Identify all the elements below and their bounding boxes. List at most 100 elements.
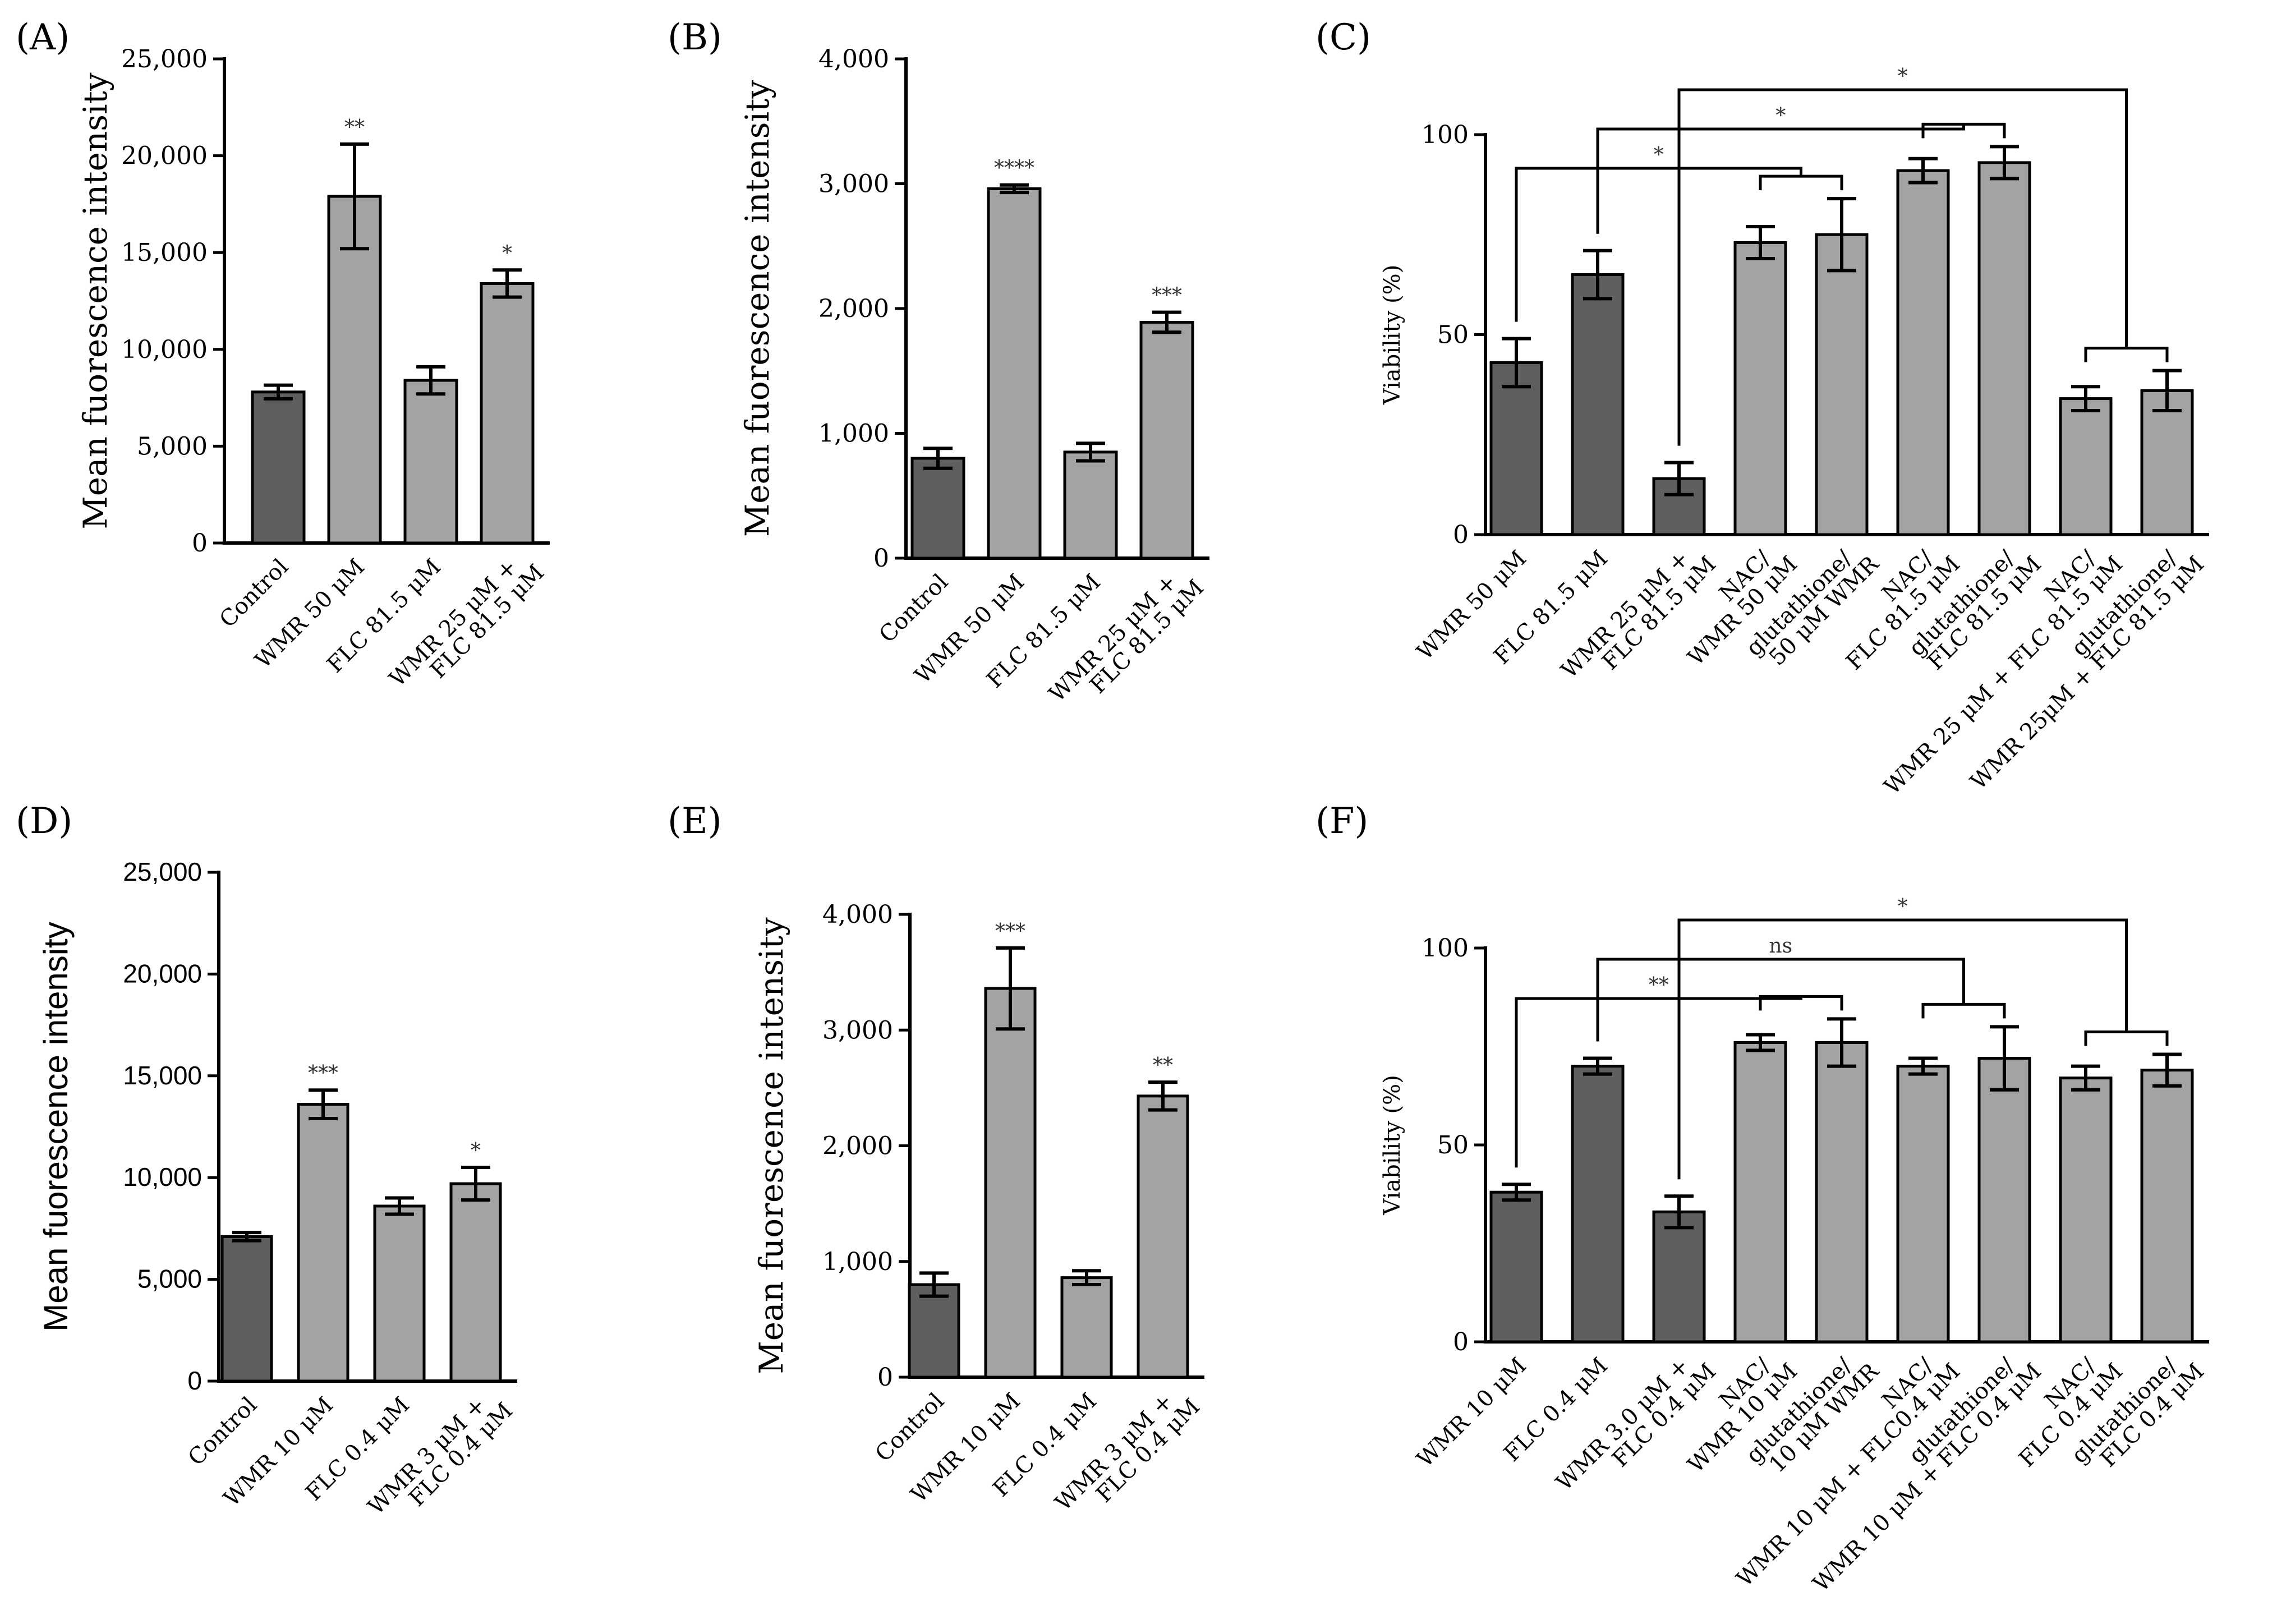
comparison-label: ns [1769, 935, 1792, 958]
comparison-bracket [1677, 88, 2128, 446]
y-tick-label: 5,000 [137, 1264, 202, 1294]
bar [403, 379, 458, 545]
bar [1571, 273, 1625, 536]
error-bar [385, 1196, 414, 1216]
error-bar [264, 383, 293, 401]
significance-label: ** [344, 116, 365, 139]
y-tick-label: 15,000 [123, 1061, 202, 1090]
error-bar [2071, 385, 2100, 412]
error-bar [493, 268, 522, 299]
bar [987, 187, 1042, 560]
y-tick-label: 3,000 [818, 170, 889, 199]
y-tick-label: 25,000 [121, 45, 208, 73]
group-bracket [1759, 174, 1843, 191]
comparison-bracket [1596, 958, 1965, 1042]
comparison-label: * [1898, 65, 1908, 88]
comparison-label: * [1898, 895, 1908, 918]
bar [984, 987, 1037, 1379]
y-axis-label: Mean fuorescence intensity [37, 922, 75, 1331]
bar [1137, 1094, 1189, 1379]
y-tick-label: 15,000 [121, 238, 208, 267]
y-tick-label: 25,000 [123, 857, 202, 886]
comparison-label: * [1775, 104, 1786, 127]
category-label: Control [875, 569, 953, 648]
bar [1489, 361, 1543, 536]
y-axis-label: Viability (%) [1379, 1075, 1405, 1215]
y-axis-label: Mean fuorescence intensity [752, 917, 790, 1374]
error-bar [1583, 1056, 1612, 1076]
comparison-label: * [1654, 144, 1664, 167]
bar [1571, 1065, 1625, 1344]
bar [1896, 169, 1950, 536]
comparison-bracket [1515, 996, 1802, 1168]
comparison-bracket [1515, 167, 1802, 322]
error-bar [1583, 249, 1612, 301]
panel-label-C: (C) [1315, 17, 1371, 58]
bar [908, 1283, 960, 1379]
bar [1815, 233, 1869, 536]
comparison-bracket [1677, 918, 2128, 1180]
y-tick-label: 0 [1453, 521, 1469, 549]
y-tick-label: 1,000 [818, 420, 889, 448]
significance-label: **** [994, 157, 1034, 180]
y-tick-label: 20,000 [121, 142, 208, 171]
comparison-label: ** [1649, 974, 1669, 997]
y-tick-label: 0 [873, 544, 889, 573]
bar [1977, 161, 2031, 536]
y-tick-label: 100 [1422, 121, 1469, 149]
bar [2059, 397, 2113, 536]
bar [1896, 1065, 1950, 1344]
bar [1977, 1057, 2031, 1344]
panel-label-E: (E) [668, 801, 722, 842]
bar [251, 390, 306, 545]
error-bar [309, 1088, 338, 1120]
bar [2140, 389, 2194, 536]
error-bar [1076, 441, 1105, 463]
y-tick-label: 0 [192, 529, 208, 558]
y-tick-label: 10,000 [121, 335, 208, 364]
y-tick-label: 0 [187, 1366, 202, 1395]
chart-D: (D) 0 5,000 10,000 15,000 20,000 25,000 Mean fu… [16, 801, 518, 1520]
y-tick-label: 5,000 [137, 432, 208, 461]
bar [2059, 1076, 2113, 1344]
error-bar [1072, 1269, 1101, 1286]
y-axis-label: Viability (%) [1379, 265, 1405, 405]
error-bar [1990, 1025, 2019, 1092]
significance-label: *** [308, 1062, 338, 1085]
y-tick-label: 2,000 [822, 1132, 893, 1161]
y-axis-label: Mean fuorescence intensity [76, 72, 114, 530]
bar [1139, 320, 1194, 560]
y-tick-label: 0 [877, 1363, 893, 1392]
bar [297, 1103, 349, 1383]
error-bar [1148, 1080, 1177, 1112]
y-tick-label: 4,000 [822, 900, 893, 929]
error-bar [461, 1166, 490, 1202]
y-axis-label: Mean fuorescence intensity [738, 80, 776, 537]
y-tick-label: 4,000 [818, 45, 889, 73]
error-bar [416, 365, 445, 396]
error-bar [1502, 337, 1531, 389]
error-bar [2152, 1052, 2182, 1088]
error-bar [1000, 183, 1029, 195]
error-bar [232, 1231, 261, 1243]
significance-label: * [471, 1139, 481, 1162]
error-bar [919, 1271, 949, 1298]
bar [1489, 1190, 1543, 1344]
panel-label-B: (B) [668, 17, 722, 58]
category-label: Control [215, 554, 293, 633]
y-tick-label: 100 [1422, 934, 1469, 963]
error-bar [1908, 157, 1938, 185]
chart-E: (E) 0 1,000 2,000 3,000 4,000 Mean fuorescence… [668, 801, 1205, 1516]
bar [327, 195, 382, 545]
comparison-bracket [1596, 124, 1965, 234]
chart-B: (B) 0 1,000 2,000 3,000 4,000 Mean fuorescence… [668, 17, 1209, 707]
bar [910, 457, 965, 560]
error-bar [1502, 1183, 1531, 1202]
error-bar [2071, 1064, 2100, 1092]
significance-label: *** [1152, 284, 1182, 307]
error-bar [1990, 145, 2019, 181]
y-tick-label: 1,000 [822, 1248, 893, 1276]
